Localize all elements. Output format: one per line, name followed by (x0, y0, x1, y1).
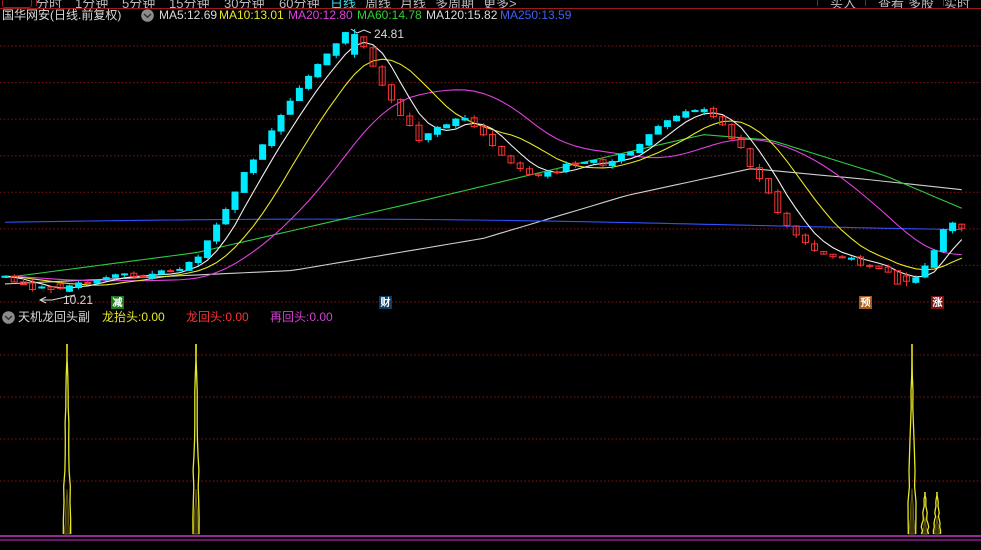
svg-text:财: 财 (380, 296, 391, 309)
svg-text:减: 减 (113, 296, 123, 309)
svg-text:10.21: 10.21 (63, 293, 93, 307)
svg-text:24.81: 24.81 (374, 27, 404, 41)
svg-text:涨: 涨 (933, 296, 943, 309)
svg-text:预: 预 (861, 297, 871, 309)
